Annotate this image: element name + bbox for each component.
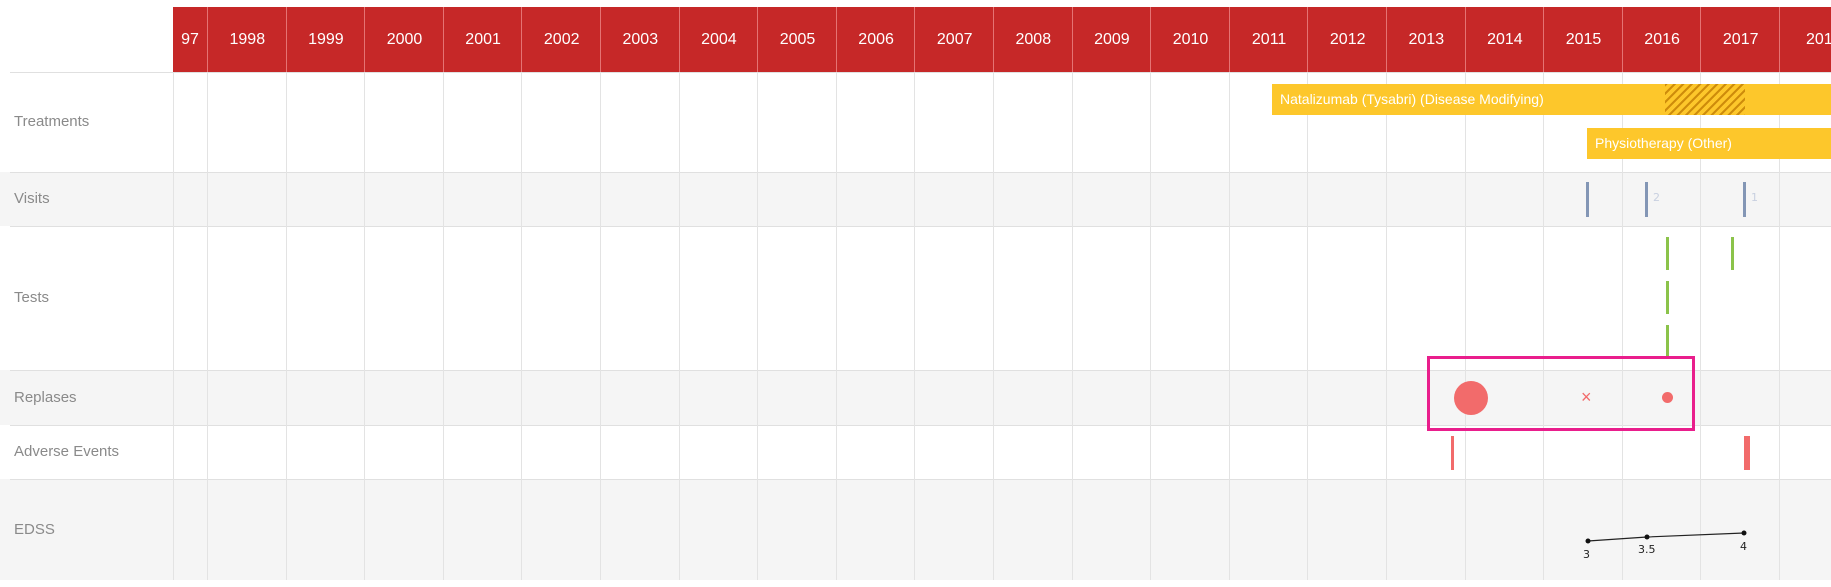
year-header-cell: 2003 [600, 7, 680, 72]
year-header-cell: 2013 [1386, 7, 1466, 72]
adverse-event-marker[interactable] [1451, 436, 1454, 470]
year-header-cell: 2004 [678, 7, 759, 72]
row-label-tests: Tests [14, 289, 50, 306]
year-header-cell: 2014 [1464, 7, 1545, 72]
year-header-cell: 1998 [207, 7, 287, 72]
row-divider [10, 172, 1831, 173]
year-gridline [1779, 7, 1780, 580]
year-gridline [1228, 7, 1230, 580]
test-marker[interactable] [1666, 237, 1669, 270]
band-visits [0, 172, 1831, 226]
year-gridline [1150, 7, 1152, 580]
year-header-cell: 2011 [1228, 7, 1309, 72]
row-divider [10, 425, 1831, 426]
row-divider [10, 370, 1831, 371]
visit-marker[interactable] [1645, 182, 1648, 217]
treatment-bar-physiotherapy[interactable]: Physiotherapy (Other) [1587, 128, 1831, 159]
test-marker[interactable] [1666, 325, 1669, 358]
visit-marker[interactable] [1743, 182, 1746, 217]
row-label-visits: Visits [14, 190, 50, 207]
edss-value: 4 [1740, 540, 1747, 553]
year-gridline [1386, 7, 1387, 580]
visit-marker[interactable] [1586, 182, 1589, 217]
row-divider [10, 72, 1831, 73]
visit-count: 2 [1653, 191, 1660, 204]
year-header-cell: 2000 [364, 7, 444, 72]
year-header-cell: 2017 [1700, 7, 1780, 72]
year-header-cell: 2005 [757, 7, 837, 72]
year-gridline [1307, 7, 1309, 580]
year-header-cell: 2007 [914, 7, 994, 72]
year-gridline [364, 7, 366, 580]
year-header-cell: 2015 [1543, 7, 1623, 72]
row-label-treatments: Treatments [14, 113, 90, 130]
treatment-overlap-hatch [1665, 84, 1745, 115]
edss-value: 3.5 [1638, 543, 1656, 556]
year-header-cell: 201 [1779, 7, 1831, 72]
visit-count: 1 [1751, 191, 1758, 204]
year-gridline [993, 7, 994, 580]
row-label-edss: EDSS [14, 521, 55, 538]
year-gridline [1464, 7, 1466, 580]
row-label-adverse-events: Adverse Events [14, 443, 120, 460]
year-gridline [1621, 7, 1623, 580]
year-header-cell: 1999 [285, 7, 366, 72]
relapse-marker-small[interactable] [1662, 392, 1673, 403]
treatment-label: Natalizumab (Tysabri) (Disease Modifying… [1280, 91, 1544, 107]
row-label-relapses: Replases [14, 389, 77, 406]
test-marker[interactable] [1731, 237, 1734, 270]
year-header-cell: 2009 [1071, 7, 1152, 72]
band-relapses [0, 370, 1831, 425]
row-divider [10, 226, 1831, 227]
year-gridline [207, 7, 208, 580]
year-gridline [600, 7, 601, 580]
year-header-cell: 97 [181, 30, 199, 48]
band-edss [0, 479, 1831, 580]
year-gridline [678, 7, 680, 580]
year-gridline [757, 7, 759, 580]
year-header-cell: 2001 [442, 7, 523, 72]
relapse-marker-x[interactable]: × [1581, 387, 1592, 407]
year-header: 97 1998 1999 2000 2001 2002 2003 2004 2005 2006 20… [173, 7, 1831, 72]
year-header-cell: 2002 [521, 7, 601, 72]
year-gridline [914, 7, 916, 580]
year-gridline [835, 7, 837, 580]
year-gridline [285, 7, 287, 580]
year-header-cell: 2006 [835, 7, 916, 72]
year-header-cell: 2010 [1150, 7, 1230, 72]
year-header-cell: 2008 [993, 7, 1073, 72]
year-gridline [521, 7, 523, 580]
year-gridline [1543, 7, 1545, 580]
year-header-cell: 2016 [1621, 7, 1702, 72]
test-marker[interactable] [1666, 281, 1669, 314]
edss-value: 3 [1583, 548, 1590, 561]
row-divider [10, 479, 1831, 480]
year-header-cell: 2012 [1307, 7, 1387, 72]
relapse-marker-large[interactable] [1454, 381, 1488, 415]
year-gridline [173, 7, 174, 580]
year-gridline [1700, 7, 1702, 580]
year-gridline [442, 7, 444, 580]
relapses-selection-highlight [1427, 356, 1695, 431]
treatment-label: Physiotherapy (Other) [1595, 135, 1732, 151]
year-gridline [1071, 7, 1073, 580]
adverse-event-marker[interactable] [1744, 436, 1750, 470]
